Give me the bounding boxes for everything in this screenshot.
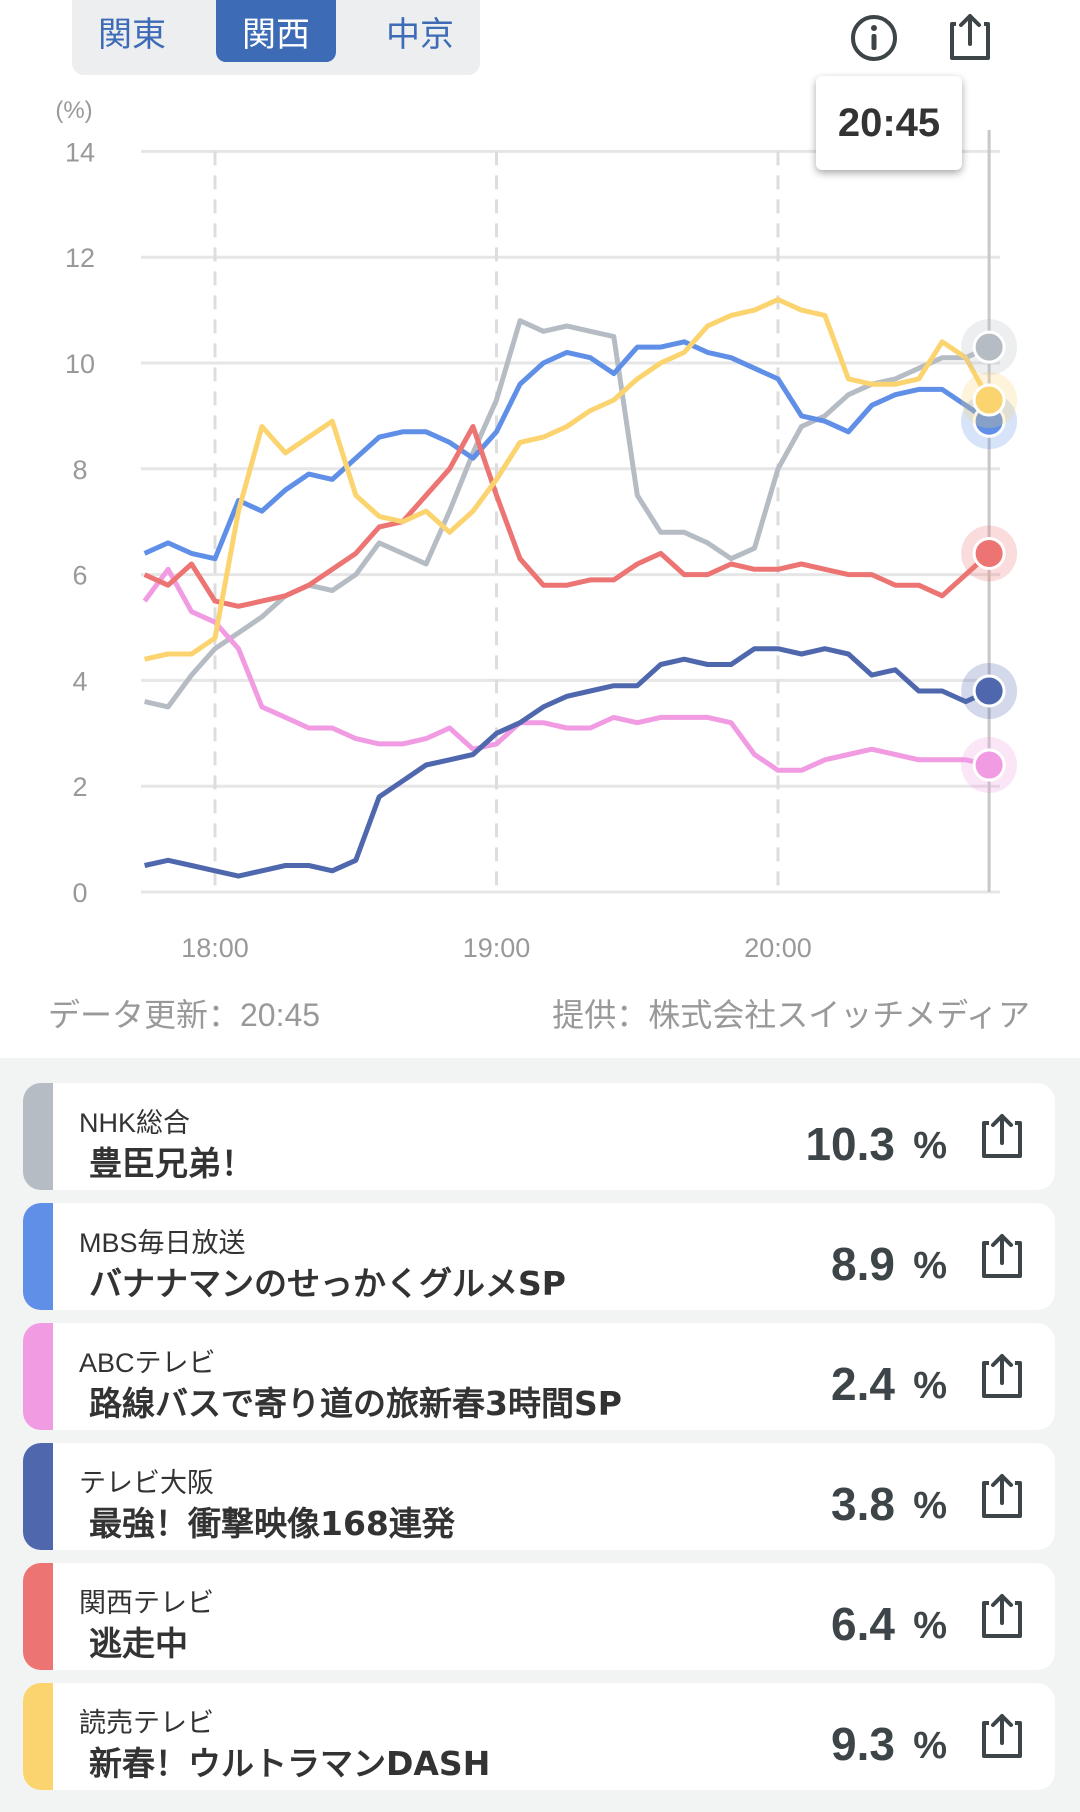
rating-value: 2.4 — [831, 1358, 895, 1410]
y-tick-label: 0 — [72, 878, 87, 908]
program-title: バナナマンのせっかくグルメSP — [89, 1264, 566, 1303]
rating-value: 8.9 — [831, 1238, 895, 1290]
share-icon[interactable] — [979, 1111, 1025, 1161]
x-tick-label: 20:00 — [744, 933, 812, 963]
x-tick-label: 19:00 — [463, 933, 531, 963]
rating-unit: % — [913, 1125, 947, 1167]
y-tick-label: 8 — [72, 455, 87, 485]
network-name: 関西テレビ — [79, 1588, 214, 1618]
y-tick-label: 4 — [72, 666, 87, 696]
tab-chukyo[interactable]: 中京 — [386, 14, 454, 55]
y-tick-label: 6 — [72, 561, 87, 591]
program-title: 豊臣兄弟！ — [89, 1144, 254, 1183]
channel-color-bar — [23, 1083, 53, 1190]
network-name: 読売テレビ — [79, 1708, 214, 1738]
data-updated-label: データ更新：20:45 — [48, 997, 321, 1033]
share-icon[interactable] — [979, 1231, 1025, 1281]
series-line — [143, 339, 991, 562]
rating-value: 10.3 — [805, 1118, 895, 1170]
program-title: 新春！ウルトラマンDASH — [89, 1744, 491, 1783]
rating-unit: % — [913, 1725, 947, 1767]
series-line — [144, 646, 991, 879]
series-endpoint-dot — [972, 330, 1006, 364]
series-endpoint-dot — [972, 536, 1006, 570]
y-tick-label: 12 — [65, 243, 95, 273]
share-icon[interactable] — [979, 1711, 1025, 1761]
channel-color-bar — [23, 1563, 53, 1670]
share-icon[interactable] — [979, 1591, 1025, 1641]
channel-color-bar — [23, 1443, 53, 1550]
channel-card[interactable]: 読売テレビ新春！ウルトラマンDASH 9.3% — [23, 1683, 1055, 1790]
network-name: テレビ大阪 — [79, 1468, 214, 1498]
channel-card[interactable]: ABCテレビ路線バスで寄り道の旅新春3時間SP 2.4% — [23, 1323, 1055, 1430]
tab-kansai[interactable]: 関西 — [216, 0, 336, 62]
rating-value: 3.8 — [831, 1478, 895, 1530]
series-line — [143, 424, 991, 609]
rating-unit: % — [913, 1605, 947, 1647]
rating-unit: % — [913, 1485, 947, 1527]
series-line — [142, 566, 990, 773]
network-name: MBS毎日放送 — [79, 1228, 246, 1258]
rating-unit: % — [913, 1365, 947, 1407]
network-name: ABCテレビ — [79, 1348, 216, 1378]
channel-card[interactable]: MBS毎日放送バナナマンのせっかくグルメSP 8.9% — [23, 1203, 1055, 1310]
channel-color-bar — [23, 1683, 53, 1790]
ratings-chart[interactable]: (%) 0 2 4 6 8 10 12 14 18:00 19:00 20:00 — [0, 90, 1080, 980]
series-endpoint-dot — [972, 383, 1006, 417]
channel-card[interactable]: テレビ大阪最強！衝撃映像168連発 3.8% — [23, 1443, 1055, 1550]
channel-card[interactable]: NHK総合豊臣兄弟！ 10.3% — [23, 1083, 1055, 1190]
rating-unit: % — [913, 1245, 947, 1287]
series-endpoint-dot — [972, 674, 1006, 708]
rating-value: 9.3 — [831, 1718, 895, 1770]
series-endpoint-dot — [972, 748, 1006, 782]
channel-color-bar — [23, 1203, 53, 1310]
time-tooltip: 20:45 — [816, 76, 962, 170]
x-tick-label: 18:00 — [181, 933, 249, 963]
y-tick-label: 14 — [65, 137, 95, 167]
share-icon[interactable] — [944, 12, 996, 64]
provider-label: 提供：株式会社スイッチメディア — [552, 997, 1030, 1033]
share-icon[interactable] — [979, 1351, 1025, 1401]
program-title: 逃走中 — [89, 1624, 188, 1663]
program-title: 路線バスで寄り道の旅新春3時間SP — [89, 1384, 622, 1423]
y-tick-label: 2 — [72, 772, 87, 802]
rating-value: 6.4 — [831, 1598, 895, 1650]
y-tick-label: 10 — [65, 349, 95, 379]
channel-card[interactable]: 関西テレビ逃走中 6.4% — [23, 1563, 1055, 1670]
series-line — [144, 318, 991, 710]
network-name: NHK総合 — [79, 1108, 191, 1138]
program-title: 最強！衝撃映像168連発 — [89, 1504, 455, 1543]
region-tabs: 関東 関西 中京 — [72, 0, 480, 75]
y-axis-unit: (%) — [55, 97, 92, 124]
channel-color-bar — [23, 1323, 53, 1430]
series-line — [144, 297, 992, 662]
info-icon[interactable] — [848, 12, 900, 64]
tab-kanto[interactable]: 関東 — [98, 14, 166, 55]
share-icon[interactable] — [979, 1471, 1025, 1521]
